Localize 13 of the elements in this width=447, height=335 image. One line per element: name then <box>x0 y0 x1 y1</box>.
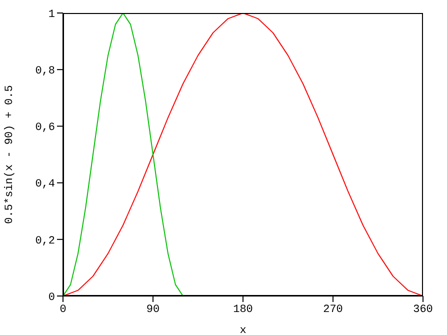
x-axis-title: x <box>240 325 247 335</box>
y-axis-title: 0.5*sin(x - 90) + 0.5 <box>4 85 16 224</box>
y-tick-label: 0,6 <box>35 122 55 134</box>
y-tick-label: 0 <box>48 292 55 304</box>
x-tick-label: 90 <box>146 304 160 316</box>
y-tick-label: 0,4 <box>35 178 56 191</box>
y-tick-label: 0,2 <box>35 235 55 248</box>
x-tick-label: 0 <box>60 304 66 316</box>
x-tick-label: 270 <box>323 304 343 316</box>
y-tick-label: 0,8 <box>35 66 55 78</box>
x-tick-label: 180 <box>233 304 253 316</box>
y-tick-label: 1 <box>48 8 56 21</box>
x-tick-label: 360 <box>413 304 433 316</box>
